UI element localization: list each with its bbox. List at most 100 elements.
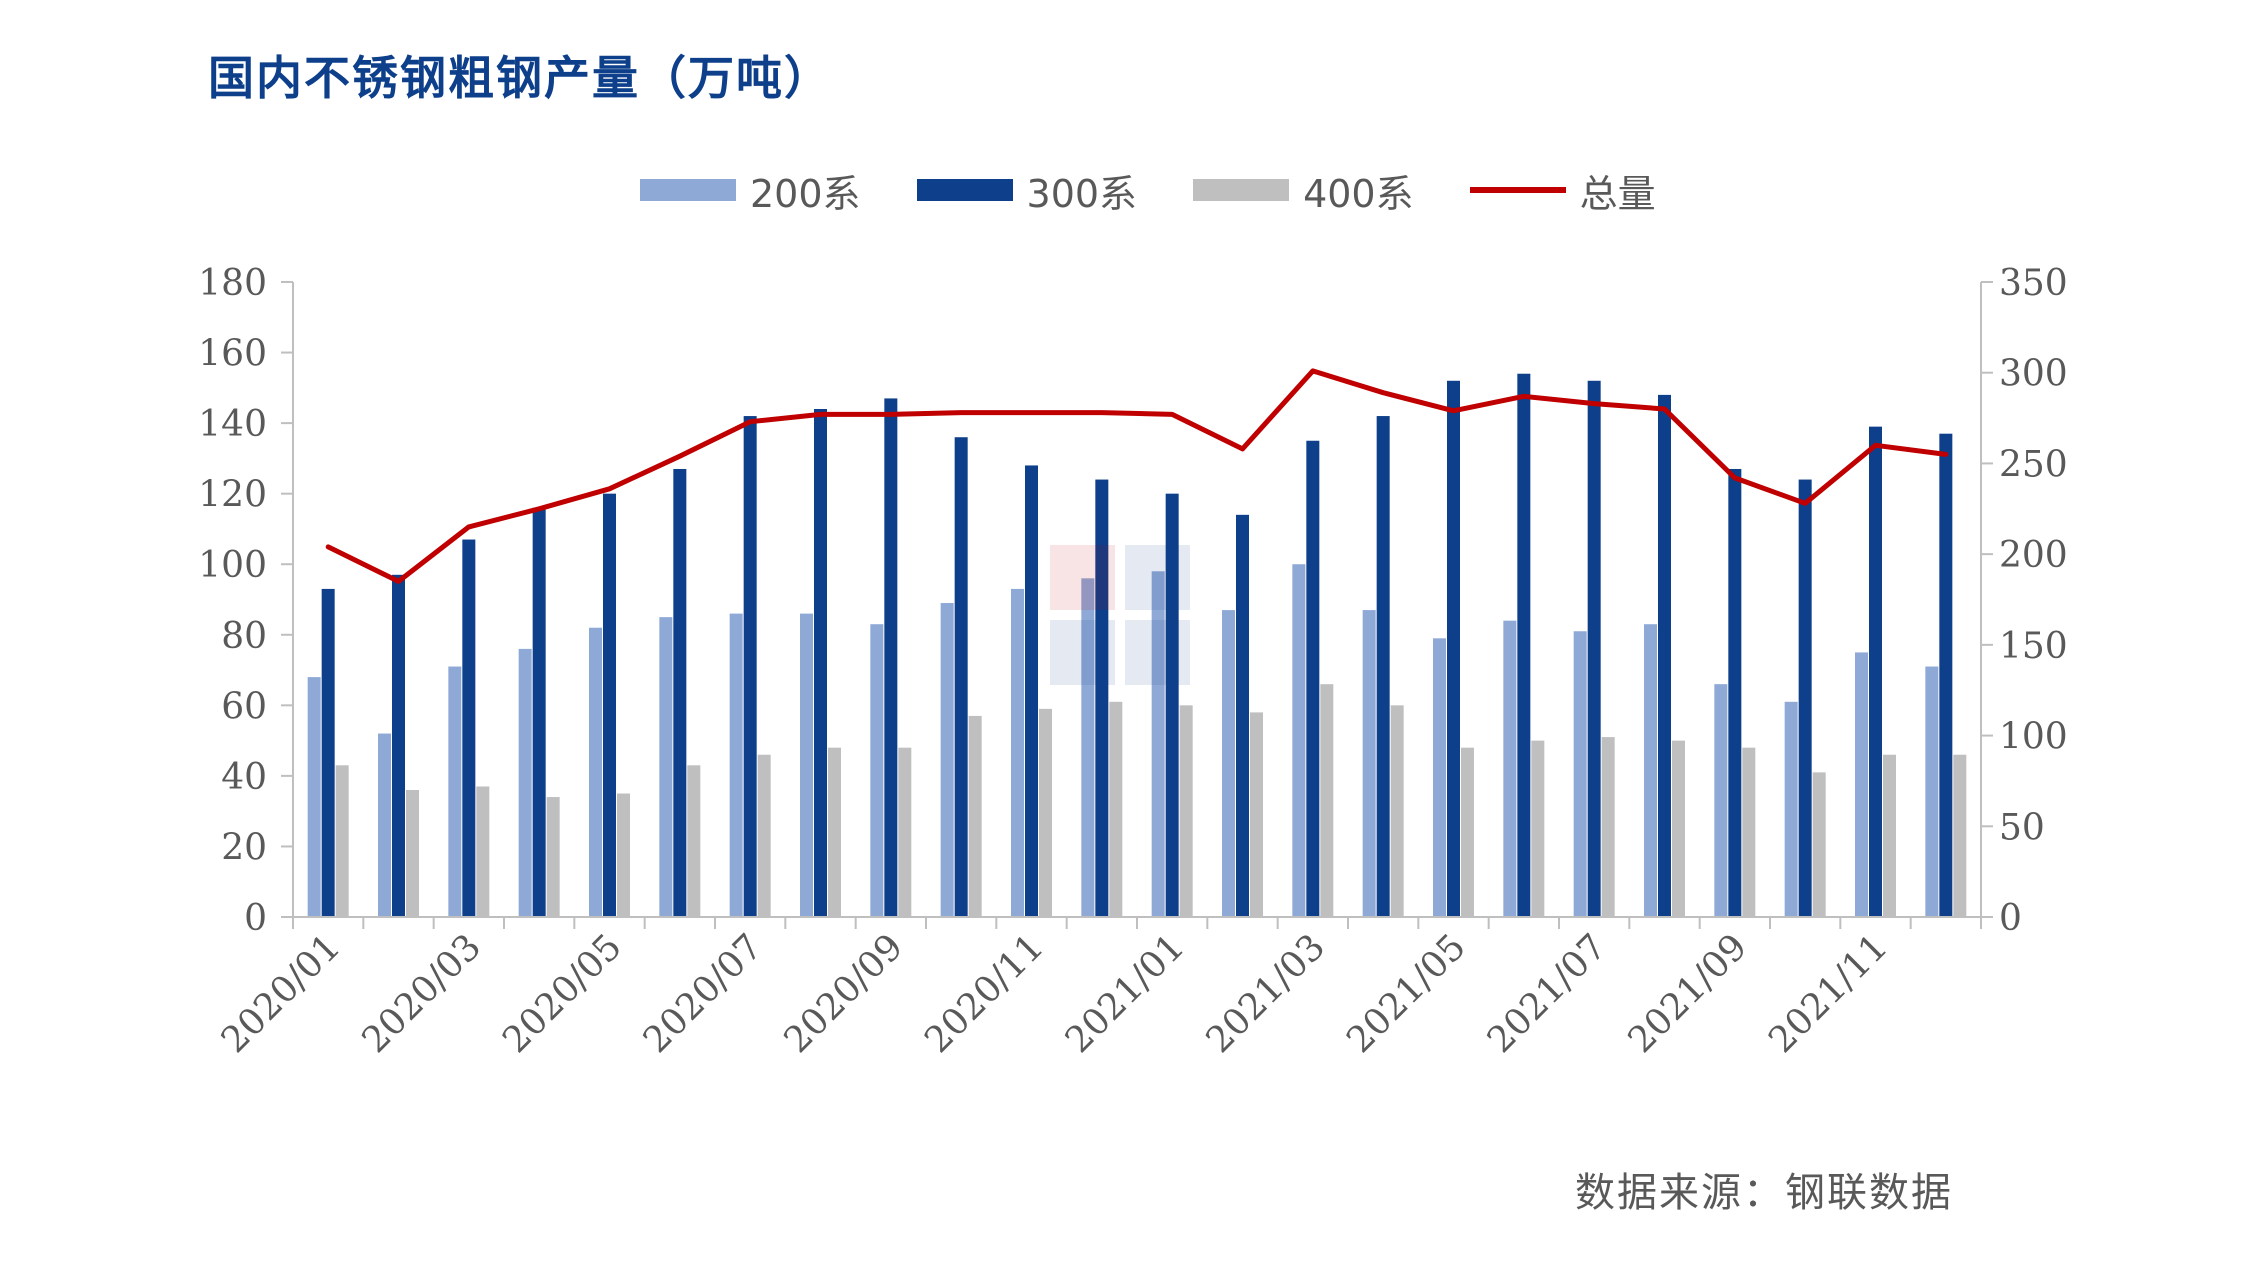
bar-200系-2020/03 bbox=[448, 666, 462, 917]
bar-300系-2021/11 bbox=[1869, 426, 1882, 917]
y-left-tick-label: 20 bbox=[221, 827, 267, 868]
y-right-tick-label: 300 bbox=[1999, 354, 2068, 395]
bar-300系-2020/03 bbox=[462, 539, 476, 917]
bar-200系-2021/02 bbox=[1222, 610, 1235, 917]
bar-300系-2021/01 bbox=[1165, 493, 1179, 917]
bar-200系-2020/08 bbox=[800, 613, 813, 917]
y-right-tick-label: 100 bbox=[1999, 717, 2068, 758]
bar-300系-2021/10 bbox=[1798, 479, 1812, 917]
chart-legend: 200系 300系 400系 总量 bbox=[640, 160, 1656, 220]
bar-300系-2021/05 bbox=[1447, 380, 1460, 917]
bar-300系-2020/09 bbox=[884, 398, 898, 918]
legend-swatch-400 bbox=[1193, 179, 1290, 201]
bar-200系-2021/01 bbox=[1151, 571, 1165, 917]
bar-300系-2021/03 bbox=[1306, 440, 1320, 917]
y-right-tick-label: 200 bbox=[1999, 535, 2068, 576]
bar-400系-2021/07 bbox=[1601, 737, 1615, 917]
bar-300系-2020/12 bbox=[1095, 479, 1109, 917]
legend-swatch-total bbox=[1469, 187, 1566, 193]
bar-200系-2021/03 bbox=[1292, 564, 1306, 917]
bar-300系-2021/04 bbox=[1376, 416, 1390, 917]
bar-300系-2020/01 bbox=[321, 588, 335, 917]
bar-300系-2021/06 bbox=[1517, 373, 1531, 917]
x-tick-label: 2020/11 bbox=[917, 926, 1052, 1061]
bar-200系-2020/11 bbox=[1011, 588, 1024, 917]
watermark-logo bbox=[1050, 545, 1190, 685]
legend-label-300: 300系 bbox=[1026, 171, 1138, 216]
legend-item-400: 400系 bbox=[1193, 163, 1414, 218]
bar-400系-2020/10 bbox=[968, 715, 982, 917]
bar-400系-2021/08 bbox=[1672, 740, 1685, 917]
bar-400系-2021/11 bbox=[1883, 754, 1896, 917]
source-note: 数据来源：钢联数据 bbox=[1575, 1170, 1953, 1216]
legend-item-200: 200系 bbox=[640, 163, 861, 218]
y-left-tick-label: 60 bbox=[221, 686, 267, 727]
line-layer bbox=[325, 368, 1949, 584]
bar-200系-2021/05 bbox=[1433, 638, 1446, 917]
bar-200系-2021/10 bbox=[1784, 701, 1798, 917]
bar-400系-2021/02 bbox=[1250, 712, 1263, 917]
x-tick-label: 2021/05 bbox=[1339, 926, 1474, 1061]
bar-300系-2021/09 bbox=[1728, 468, 1742, 917]
bar-200系-2021/07 bbox=[1573, 631, 1587, 917]
bar-400系-2020/11 bbox=[1039, 708, 1052, 917]
x-tick-label: 2020/07 bbox=[636, 926, 771, 1061]
bars-layer bbox=[307, 373, 1967, 918]
bar-200系-2021/08 bbox=[1644, 624, 1657, 917]
bar-200系-2020/12 bbox=[1081, 578, 1095, 917]
x-tick-label: 2020/05 bbox=[495, 926, 630, 1061]
y-right-tick-label: 350 bbox=[1999, 263, 2068, 304]
bar-200系-2020/09 bbox=[870, 624, 884, 917]
legend-swatch-300 bbox=[916, 179, 1013, 201]
bar-200系-2020/01 bbox=[307, 677, 321, 917]
bar-200系-2021/06 bbox=[1503, 620, 1517, 917]
legend-label-total: 总量 bbox=[1579, 171, 1656, 216]
bar-400系-2020/07 bbox=[757, 754, 771, 917]
bar-200系-2021/04 bbox=[1362, 610, 1376, 917]
bar-300系-2021/02 bbox=[1236, 514, 1249, 917]
y-left-tick-label: 180 bbox=[198, 263, 267, 304]
bar-200系-2020/07 bbox=[729, 613, 743, 917]
y-left-tick-label: 120 bbox=[198, 475, 267, 516]
bar-400系-2020/12 bbox=[1109, 701, 1123, 917]
bar-300系-2021/07 bbox=[1587, 380, 1601, 917]
bar-300系-2020/10 bbox=[954, 437, 968, 917]
bar-200系-2021/11 bbox=[1855, 652, 1868, 917]
bar-200系-2021/12 bbox=[1925, 666, 1939, 917]
bar-300系-2020/07 bbox=[743, 416, 757, 917]
legend-label-400: 400系 bbox=[1303, 171, 1414, 216]
y-right-tick-label: 50 bbox=[1999, 807, 2045, 848]
x-tick-label: 2021/07 bbox=[1480, 926, 1615, 1061]
x-tick-label: 2020/01 bbox=[214, 926, 349, 1061]
bar-200系-2020/04 bbox=[518, 648, 532, 917]
bar-400系-2020/05 bbox=[617, 793, 630, 917]
bar-400系-2021/12 bbox=[1953, 754, 1967, 917]
bar-400系-2020/09 bbox=[898, 747, 912, 917]
legend-item-300: 300系 bbox=[916, 163, 1138, 218]
x-tick-label: 2020/03 bbox=[354, 926, 489, 1061]
bar-300系-2020/06 bbox=[673, 468, 687, 917]
bar-300系-2020/04 bbox=[532, 507, 546, 917]
y-right-tick-label: 250 bbox=[1999, 444, 2068, 485]
x-tick-label: 2020/09 bbox=[776, 926, 911, 1061]
bar-300系-2020/11 bbox=[1025, 465, 1038, 917]
x-tick-label: 2021/01 bbox=[1058, 926, 1193, 1061]
y-left-tick-label: 140 bbox=[198, 404, 267, 445]
bar-200系-2020/02 bbox=[378, 733, 391, 917]
bar-400系-2020/04 bbox=[546, 797, 560, 917]
bar-200系-2020/06 bbox=[659, 617, 673, 917]
legend-label-200: 200系 bbox=[750, 171, 861, 216]
bar-400系-2020/06 bbox=[687, 765, 701, 917]
y-left-tick-label: 0 bbox=[244, 898, 267, 939]
line-总量 bbox=[325, 368, 1949, 584]
bar-300系-2021/12 bbox=[1939, 433, 1953, 917]
y-left-tick-label: 160 bbox=[198, 334, 267, 375]
y-left-tick-label: 80 bbox=[221, 616, 267, 657]
axes-layer bbox=[281, 281, 1993, 929]
bar-400系-2020/02 bbox=[406, 790, 419, 917]
bar-200系-2021/09 bbox=[1714, 684, 1728, 917]
bar-400系-2021/05 bbox=[1461, 747, 1474, 917]
bar-400系-2020/08 bbox=[828, 747, 841, 917]
chart-title: 国内不锈钢粗钢产量（万吨） bbox=[208, 51, 832, 105]
bar-400系-2021/06 bbox=[1531, 740, 1545, 917]
